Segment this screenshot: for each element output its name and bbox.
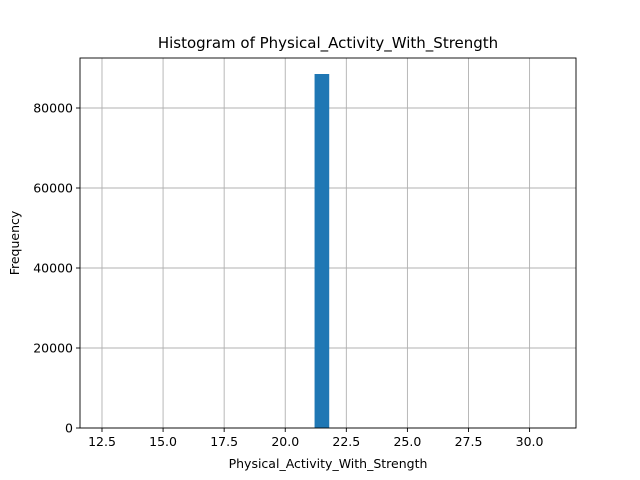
- y-axis-ticks: 0 20000 40000 60000 80000: [33, 101, 80, 436]
- chart-title: Histogram of Physical_Activity_With_Stre…: [158, 34, 498, 53]
- y-tick-label: 40000: [33, 261, 73, 276]
- y-tick-label: 60000: [33, 181, 73, 196]
- y-tick-label: 0: [65, 421, 73, 436]
- y-axis-title: Frequency: [7, 210, 22, 275]
- x-tick-label: 17.5: [210, 434, 238, 449]
- x-tick-label: 27.5: [455, 434, 483, 449]
- y-tick-label: 80000: [33, 101, 73, 116]
- x-tick-label: 15.0: [149, 434, 177, 449]
- x-gridlines: [101, 58, 531, 428]
- x-tick-label: 30.0: [516, 434, 544, 449]
- x-tick-label: 20.0: [271, 434, 299, 449]
- histogram-bars: [314, 74, 330, 428]
- x-tick-label: 22.5: [332, 434, 360, 449]
- x-axis-ticks: 12.5 15.0 17.5 20.0 22.5 25.0 27.5 30.0: [88, 428, 544, 449]
- x-tick-label: 25.0: [393, 434, 421, 449]
- x-axis-title: Physical_Activity_With_Strength: [229, 456, 428, 471]
- histogram-bar: [314, 74, 330, 428]
- y-tick-label: 20000: [33, 341, 73, 356]
- plot-area-frame: [79, 57, 577, 429]
- x-tick-label: 12.5: [88, 434, 116, 449]
